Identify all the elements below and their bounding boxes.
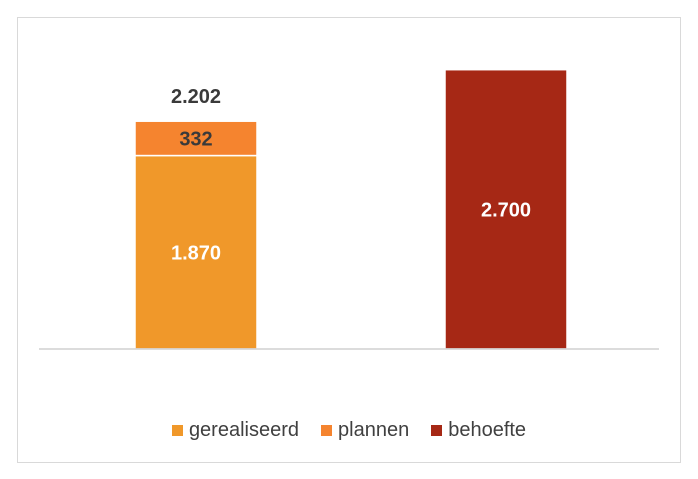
legend-label-behoefte: behoefte [448,419,527,441]
legend-item-plannen: plannen [321,419,409,442]
legend-label-plannen: plannen [338,419,410,441]
legend-swatch-behoefte [431,425,443,436]
chart-frame [17,17,681,463]
bar-gerealiseerd [134,154,258,350]
legend-item-gerealiseerd: gerealiseerd [171,419,300,442]
total-label: 2.202 [171,86,221,108]
legend-swatch-plannen [321,425,333,436]
data-label-plannen: 332 [179,128,212,150]
legend-label-gerealiseerd: gerealiseerd [188,419,300,441]
bars-layer [134,68,568,350]
bar-plannen [134,120,258,157]
legend-swatch-gerealiseerd [171,425,183,436]
legend-item-behoefte: behoefte [431,419,526,442]
data-label-behoefte: 2.700 [481,199,531,221]
labels-layer: 1.870 332 2.700 2.202 [171,86,531,264]
bar-behoefte [444,68,568,350]
data-label-gerealiseerd: 1.870 [171,242,221,264]
legend: gerealiseerd plannen behoefte [0,419,698,442]
